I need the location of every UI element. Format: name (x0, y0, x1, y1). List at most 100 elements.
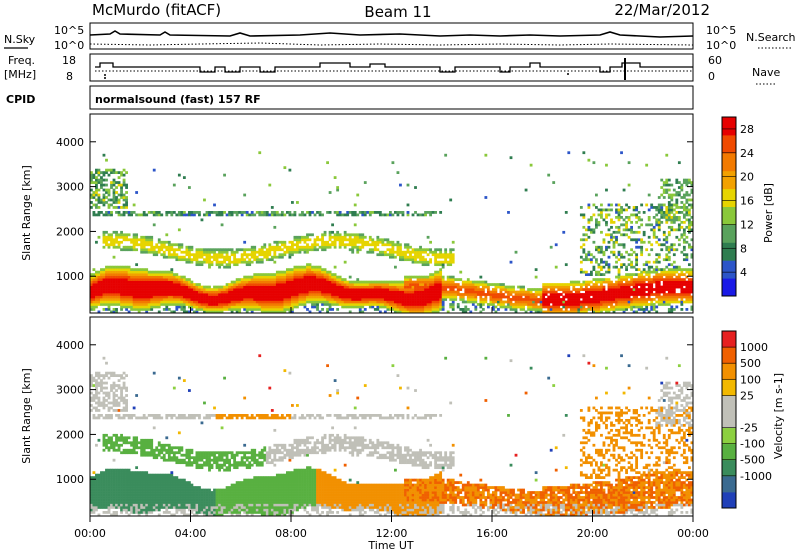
heatmap-cell (208, 248, 211, 252)
heatmap-cell (341, 235, 345, 239)
heatmap-cell (165, 285, 169, 289)
heatmap-cell (223, 298, 226, 301)
heatmap-cell (665, 300, 669, 304)
heatmap-cell (411, 248, 415, 252)
heatmap-cell (537, 310, 541, 314)
heatmap-cell (615, 303, 618, 306)
heatmap-cell (356, 285, 360, 289)
heatmap-cell (190, 248, 194, 252)
heatmap-cell (434, 290, 438, 294)
heatmap-cell (655, 295, 659, 299)
heatmap-cell (157, 288, 161, 291)
heatmap-cell (411, 280, 415, 284)
heatmap-cell (145, 238, 149, 242)
heatmap-cell (102, 285, 106, 289)
heatmap-cell (622, 255, 626, 259)
heatmap-cell (112, 298, 116, 301)
heatmap-cell (92, 290, 96, 294)
heatmap-cell (205, 305, 209, 309)
heatmap-cell (311, 245, 314, 249)
heatmap-cell (268, 305, 272, 309)
heatmap-cell (672, 308, 676, 311)
heatmap-cell (152, 303, 156, 306)
heatmap-cell (502, 305, 505, 309)
heatmap-cell (605, 278, 608, 281)
heatmap-cell (170, 270, 174, 274)
heatmap-cell (175, 253, 179, 257)
colorbar-swatch (722, 224, 736, 243)
heatmap-cell (655, 253, 659, 257)
heatmap-cell (338, 293, 342, 296)
heatmap-cell (424, 305, 427, 309)
heatmap-cell (670, 248, 674, 252)
heatmap-cell (263, 310, 267, 314)
heatmap-cell (685, 255, 689, 259)
heatmap-cell (394, 308, 397, 311)
heatmap-cell (499, 285, 503, 289)
heatmap-cell (326, 245, 329, 249)
heatmap-cell (557, 285, 561, 289)
heatmap-cell (670, 270, 674, 274)
heatmap-cell (170, 293, 174, 296)
heatmap-cell (147, 270, 151, 274)
heatmap-cell (461, 285, 465, 289)
heatmap-cell (260, 288, 264, 291)
heatmap-cell (208, 293, 211, 296)
heatmap-cell (441, 293, 445, 296)
heatmap-cell (107, 268, 111, 272)
heatmap-cell (424, 300, 427, 304)
heatmap-cell (416, 290, 420, 294)
heatmap-cell (444, 280, 448, 284)
heatmap-cell (421, 263, 425, 267)
heatmap-cell (381, 253, 385, 257)
heatmap-cell (439, 303, 443, 306)
heatmap-cell (507, 305, 510, 309)
heatmap-cell (172, 250, 176, 254)
heatmap-cell (105, 273, 108, 276)
heatmap-cell (406, 290, 410, 294)
heatmap-cell (235, 211, 239, 214)
heatmap-cell (218, 211, 221, 214)
heatmap-cell (102, 153, 106, 157)
heatmap-cell (122, 290, 126, 294)
heatmap-cell (248, 280, 252, 284)
heatmap-cell (210, 290, 214, 294)
heatmap-cell (582, 305, 586, 309)
heatmap-cell (170, 285, 174, 289)
heatmap-cell (441, 298, 445, 301)
heatmap-cell (243, 253, 247, 257)
heatmap-cell (414, 248, 417, 252)
heatmap-cell (394, 243, 397, 247)
heatmap-cell (557, 293, 561, 296)
heatmap-cell (145, 308, 149, 311)
heatmap-cell (142, 298, 146, 301)
heatmap-cell (424, 308, 427, 311)
heatmap-cell (612, 240, 616, 244)
heatmap-cell (167, 303, 171, 306)
heatmap-cell (660, 211, 664, 214)
heatmap-cell (250, 245, 254, 249)
heatmap-cell (479, 293, 483, 296)
heatmap-cell (270, 305, 274, 309)
heatmap-cell (125, 300, 128, 304)
heatmap-cell (243, 283, 247, 286)
heatmap-cell (381, 305, 385, 309)
heatmap-cell (665, 273, 669, 276)
heatmap-cell (642, 300, 646, 304)
heatmap-cell (368, 211, 372, 214)
heatmap-cell (122, 278, 126, 281)
heatmap-cell (185, 253, 189, 257)
heatmap-cell (110, 203, 113, 207)
heatmap-cell (313, 280, 317, 284)
heatmap-cell (343, 245, 347, 249)
heatmap-cell (215, 300, 219, 304)
heatmap-cell (439, 260, 443, 264)
heatmap-cell (416, 280, 420, 284)
heatmap-cell (205, 308, 209, 311)
heatmap-cell (630, 220, 633, 224)
heatmap-cell (504, 290, 508, 294)
heatmap-cell (411, 310, 415, 314)
heatmap-cell (180, 300, 184, 304)
heatmap-cell (263, 295, 267, 299)
heatmap-cell (582, 238, 586, 242)
